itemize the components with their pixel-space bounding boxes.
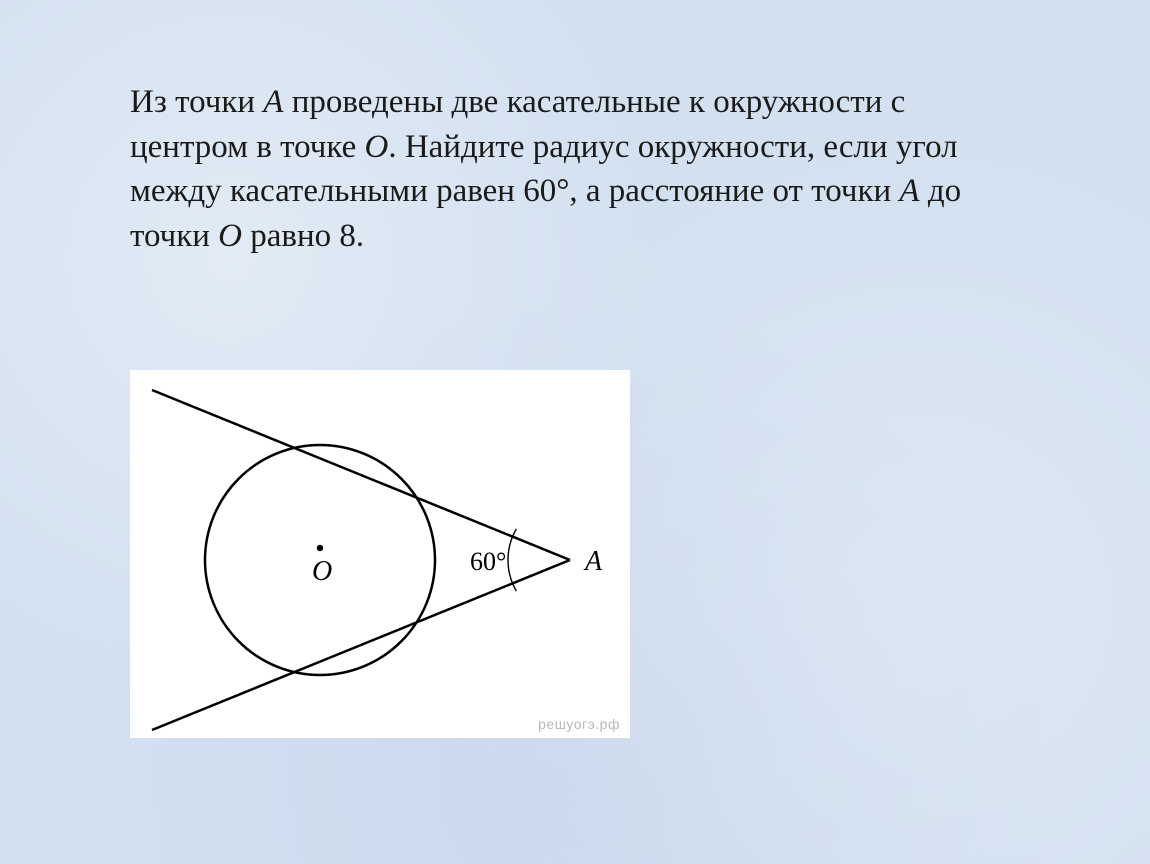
text-fragment: равно 8. [242,218,364,254]
slide: Из точки A проведены две касательные к о… [0,0,1150,864]
text-fragment: Из точки [130,84,263,120]
point-o-label: O [218,218,242,254]
watermark: решуогэ.рф [538,716,620,732]
problem-statement: Из точки A проведены две касательные к о… [130,80,1020,258]
center-dot [317,545,323,551]
apex-a-label: A [583,546,603,577]
angle-60-label: 60° [470,547,506,576]
point-a-label: A [263,84,283,120]
point-o-label: O [364,129,388,165]
point-a-label: A [899,173,919,209]
tangent-line-bottom [152,560,570,730]
geometry-diagram: O 60° A [130,370,630,738]
tangent-line-top [152,390,570,560]
figure-panel: O 60° A решуогэ.рф [130,370,630,738]
center-o-label: O [312,556,332,587]
